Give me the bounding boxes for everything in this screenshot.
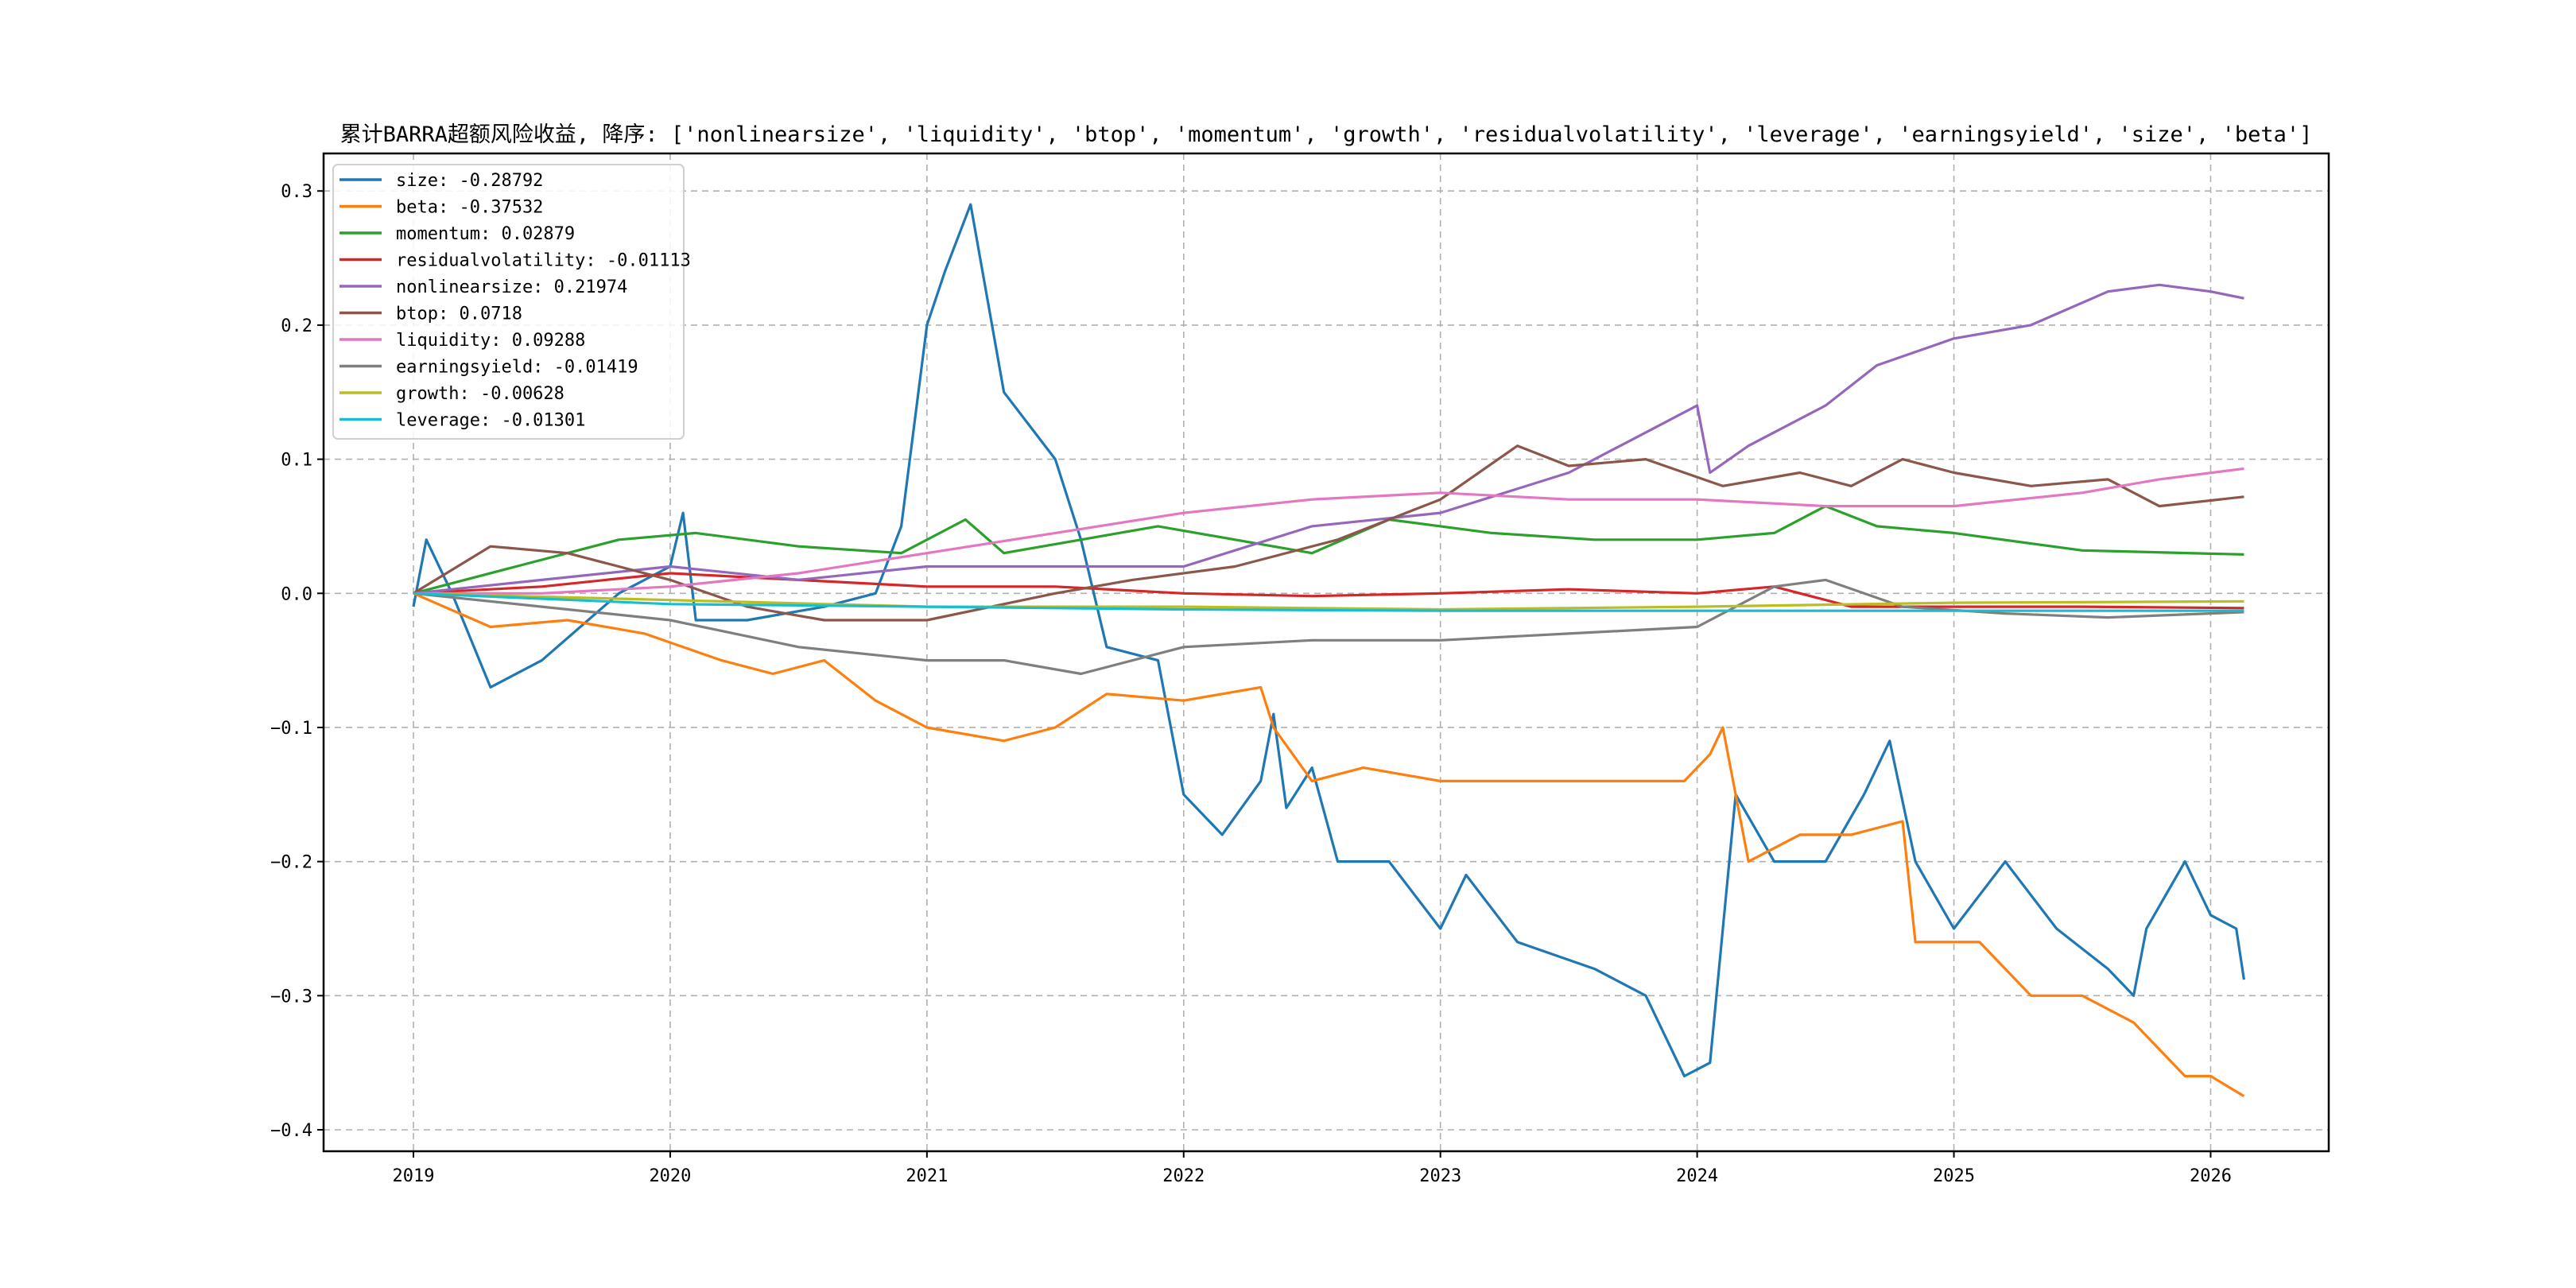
y-tick-label: 0.3 — [281, 182, 312, 202]
chart-title: 累计BARRA超额风险收益, 降序: ['nonlinearsize', 'li… — [340, 122, 2313, 147]
y-tick-label: 0.0 — [281, 584, 312, 604]
x-tick-label: 2023 — [1419, 1166, 1461, 1186]
series-line-liquidity — [413, 467, 2244, 595]
legend-box — [332, 164, 685, 440]
y-tick-label: 0.2 — [281, 316, 312, 336]
y-tick-label: −0.1 — [270, 719, 312, 739]
x-tick-label: 2024 — [1676, 1166, 1718, 1186]
series-line-growth — [413, 592, 2244, 611]
axis-ticks: 2019 2020 2021 2022 2023 2024 2025 2026 0.3 0.2 0.… — [270, 182, 2232, 1186]
y-tick-label: 0.1 — [281, 451, 312, 471]
x-tick-label: 2021 — [906, 1166, 948, 1186]
x-tick-label: 2026 — [2190, 1166, 2232, 1186]
x-tick-label: 2019 — [393, 1166, 435, 1186]
series-lines — [412, 203, 2245, 1098]
y-tick-label: −0.4 — [270, 1121, 312, 1141]
series-line-leverage — [413, 592, 2244, 612]
legend-label-beta: beta: -0.37532 — [396, 198, 543, 218]
legend: size: -0.28792 beta: -0.37532 momentum: 0.… — [332, 164, 691, 440]
legend-label-momentum: momentum: 0.02879 — [396, 224, 575, 244]
legend-label-liquidity: liquidity: 0.09288 — [396, 331, 585, 351]
legend-label-size: size: -0.28792 — [396, 171, 543, 191]
legend-label-growth: growth: -0.00628 — [396, 384, 564, 404]
series-line-size — [412, 203, 2245, 1078]
x-tick-label: 2022 — [1162, 1166, 1205, 1186]
legend-label-residualvolatility: residualvolatility: -0.01113 — [396, 251, 691, 271]
legend-label-nonlinearsize: nonlinearsize: 0.21974 — [396, 277, 627, 297]
series-line-nonlinearsize — [413, 283, 2244, 595]
series-line-earningsyield — [413, 578, 2244, 676]
y-tick-label: −0.2 — [270, 853, 312, 873]
legend-label-btop: btop: 0.0718 — [396, 305, 522, 324]
series-line-momentum — [413, 505, 2244, 595]
series-line-beta — [413, 592, 2245, 1098]
legend-label-earningsyield: earningsyield: -0.01419 — [396, 358, 638, 378]
legend-label-leverage: leverage: -0.01301 — [396, 411, 585, 431]
x-tick-label: 2020 — [649, 1166, 691, 1186]
y-tick-label: −0.3 — [270, 987, 312, 1007]
x-tick-label: 2025 — [1933, 1166, 1975, 1186]
plot-frame — [322, 152, 2330, 1153]
